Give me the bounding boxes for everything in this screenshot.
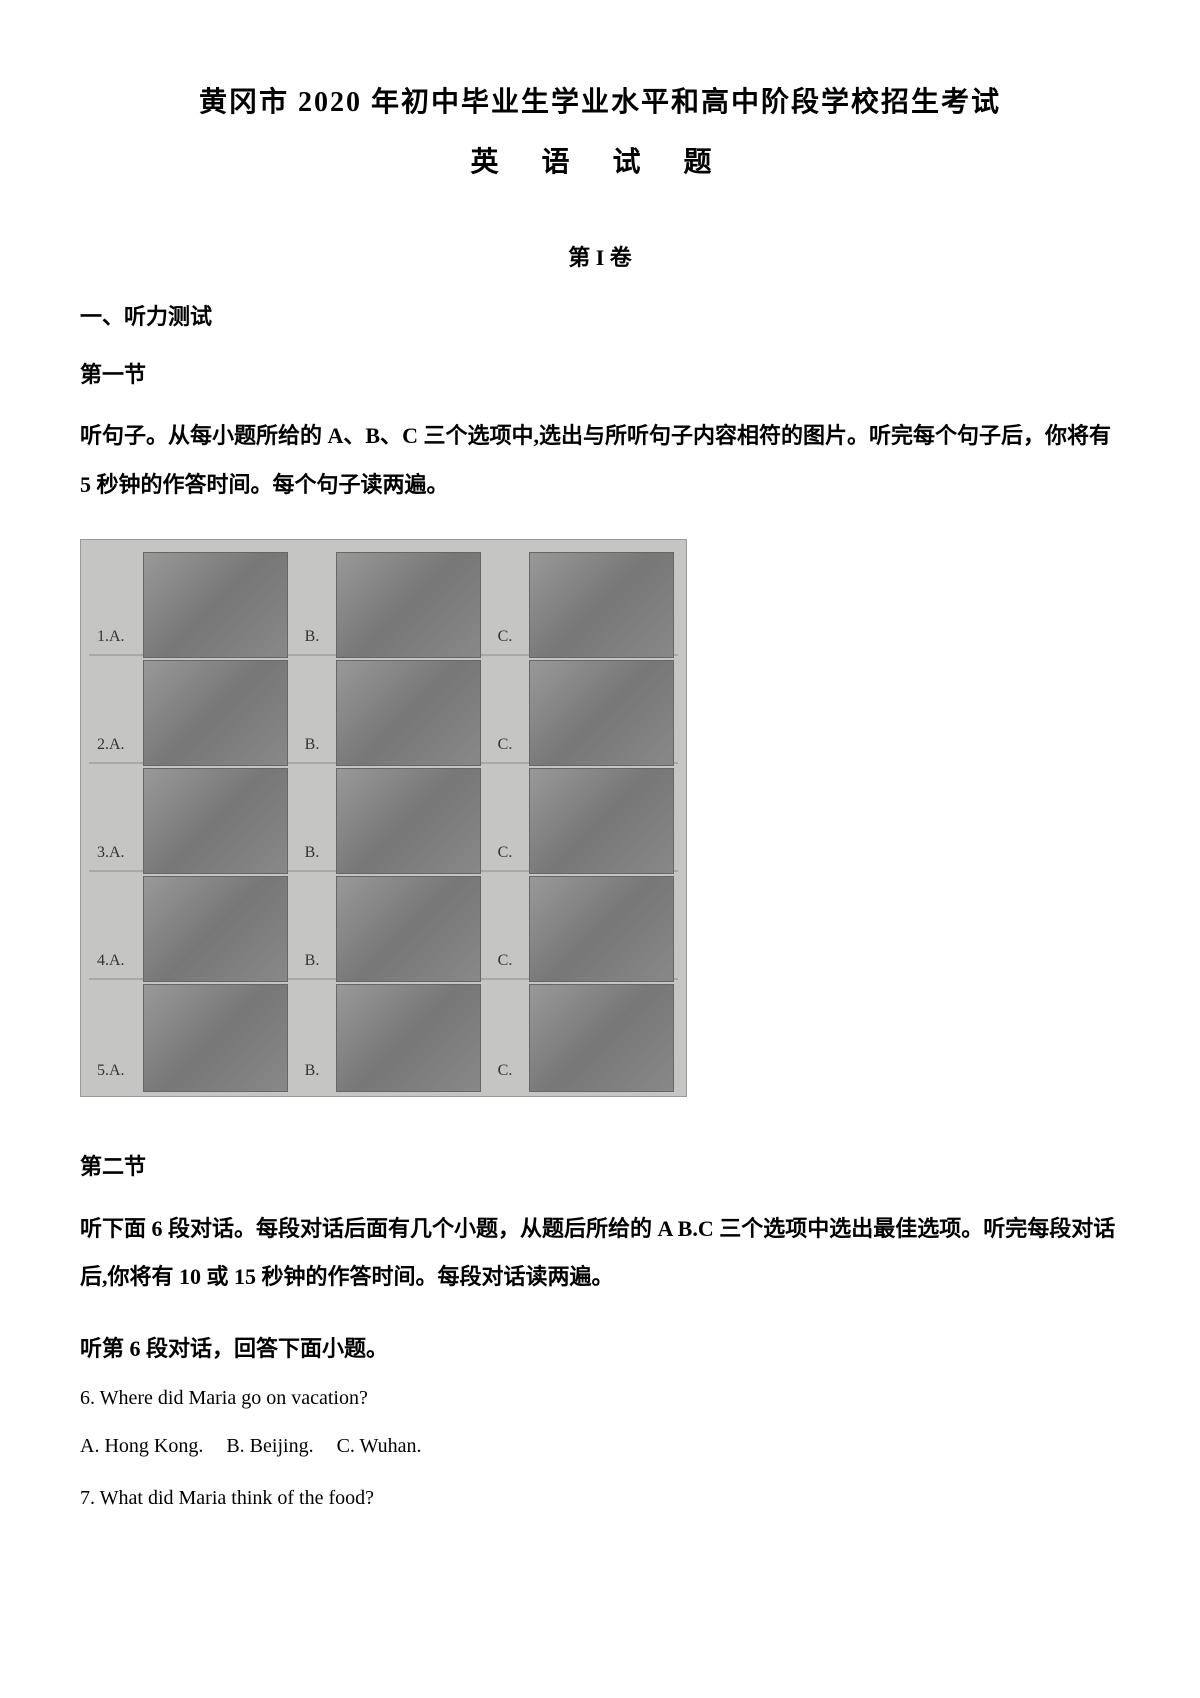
dialogue-6-heading: 听第 6 段对话，回答下面小题。 [80, 1331, 1120, 1363]
section-label: 第 I 卷 [80, 240, 1120, 272]
image-cell-3b [336, 768, 481, 874]
col-label-3b: B. [292, 764, 332, 870]
row-label-1a: 1.A. [89, 548, 139, 654]
col-label-2c: C. [485, 656, 525, 762]
col-label-1c: C. [485, 548, 525, 654]
image-cell-1b [336, 552, 481, 658]
image-cell-2c [529, 660, 674, 766]
main-title: 黄冈市 2020 年初中毕业生学业水平和高中阶段学校招生考试 [80, 80, 1120, 120]
image-cell-1c [529, 552, 674, 658]
part1-instruction: 听句子。从每小题所给的 A、B、C 三个选项中,选出与所听句子内容相符的图片。听… [80, 412, 1120, 509]
col-label-4c: C. [485, 872, 525, 978]
part1-heading: 一、听力测试 [80, 297, 1120, 337]
col-label-5b: B. [292, 980, 332, 1088]
row-label-4a: 4.A. [89, 872, 139, 978]
col-label-3c: C. [485, 764, 525, 870]
image-cell-4b [336, 876, 481, 982]
image-cell-5b [336, 984, 481, 1092]
row-label-2a: 2.A. [89, 656, 139, 762]
question-7: 7. What did Maria think of the food? [80, 1481, 1120, 1515]
q6-option-c: C. Wuhan. [337, 1435, 422, 1457]
question-6: 6. Where did Maria go on vacation? [80, 1381, 1120, 1415]
image-cell-3c [529, 768, 674, 874]
question-6-options: A. Hong Kong. B. Beijing. C. Wuhan. [80, 1429, 1120, 1463]
col-label-5c: C. [485, 980, 525, 1088]
grid-row-2: 2.A. B. C. [89, 656, 678, 764]
row-label-5a: 5.A. [89, 980, 139, 1088]
col-label-1b: B. [292, 548, 332, 654]
image-grid-container: 1.A. B. C. 2.A. B. C. 3.A. B. C. 4.A. B. [80, 539, 1120, 1097]
grid-row-5: 5.A. B. C. [89, 980, 678, 1088]
grid-row-4: 4.A. B. C. [89, 872, 678, 980]
part1-instruction2: 听下面 6 段对话。每段对话后面有几个小题，从题后所给的 A B.C 三个选项中… [80, 1205, 1120, 1302]
part1-sub1: 第一节 [80, 355, 1120, 395]
image-cell-5a [143, 984, 288, 1092]
subject-title: 英 语 试 题 [80, 140, 1120, 180]
listening-image-grid: 1.A. B. C. 2.A. B. C. 3.A. B. C. 4.A. B. [80, 539, 687, 1097]
image-cell-5c [529, 984, 674, 1092]
image-cell-2b [336, 660, 481, 766]
grid-row-1: 1.A. B. C. [89, 548, 678, 656]
col-label-4b: B. [292, 872, 332, 978]
image-cell-1a [143, 552, 288, 658]
image-cell-4c [529, 876, 674, 982]
image-cell-4a [143, 876, 288, 982]
image-cell-3a [143, 768, 288, 874]
image-cell-2a [143, 660, 288, 766]
col-label-2b: B. [292, 656, 332, 762]
grid-row-3: 3.A. B. C. [89, 764, 678, 872]
q6-option-a: A. Hong Kong. [80, 1435, 203, 1457]
row-label-3a: 3.A. [89, 764, 139, 870]
q6-option-b: B. Beijing. [226, 1435, 313, 1457]
part1-sub2: 第二节 [80, 1147, 1120, 1187]
